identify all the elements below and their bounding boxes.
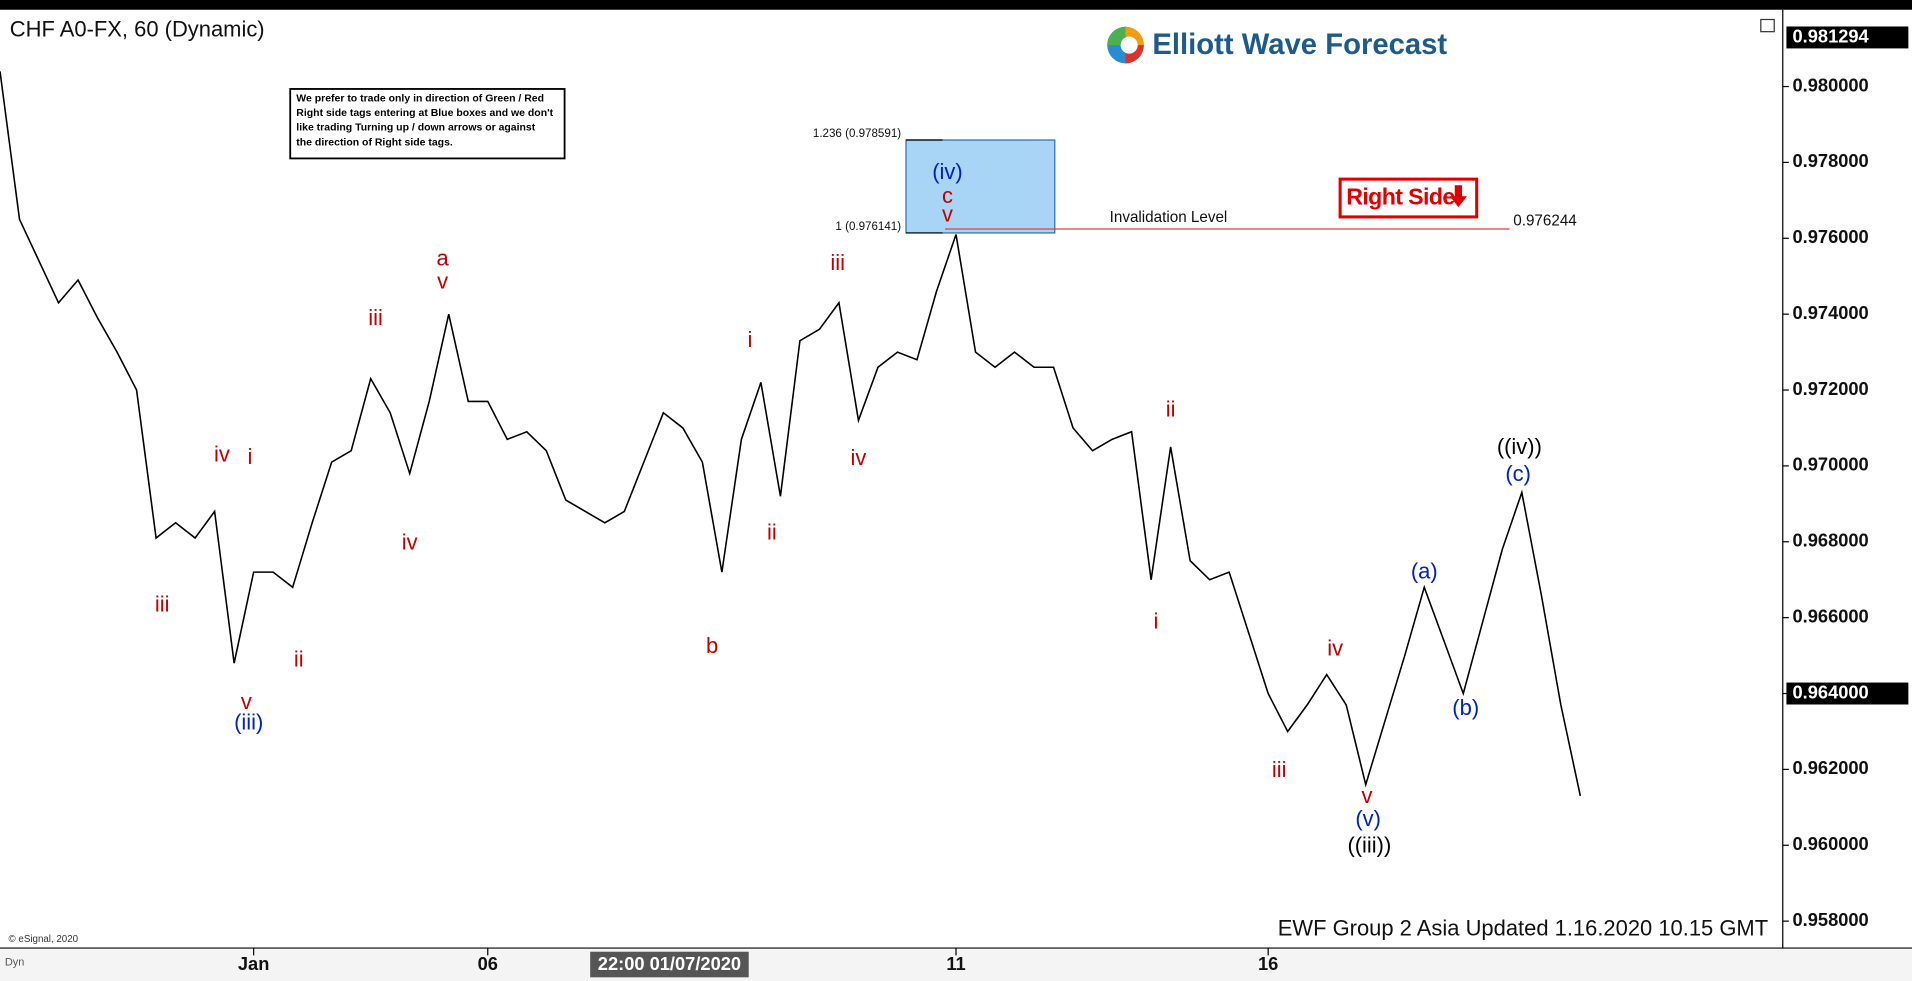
x-tick-label: 11: [946, 953, 965, 974]
logo-icon-part: [1107, 26, 1126, 46]
wave-label: v: [241, 689, 252, 714]
y-tick-label: 0.966000: [1793, 605, 1869, 626]
y-tick-label: 0.974000: [1793, 302, 1869, 323]
wave-label: iv: [402, 529, 418, 554]
wave-label: ((iii)): [1347, 833, 1391, 858]
y-tick-label: 0.970000: [1793, 454, 1869, 475]
wave-label: ii: [1166, 396, 1176, 421]
x-tick-label: 16: [1258, 953, 1278, 974]
x-tick-label: 06: [478, 953, 498, 974]
fib-label: 1 (0.976141): [835, 221, 901, 233]
wave-label: i: [248, 444, 253, 469]
note-line: like trading Turning up / down arrows or…: [296, 123, 535, 134]
logo-icon-core: [1120, 36, 1138, 54]
y-tick-label: 0.972000: [1793, 378, 1869, 399]
chart-title: CHF A0-FX, 60 (Dynamic): [10, 16, 265, 41]
wave-label: iii: [830, 250, 845, 275]
wave-label: (a): [1411, 559, 1438, 584]
y-tick-label: 0.958000: [1793, 909, 1869, 930]
wave-label: iii: [155, 591, 170, 616]
note-line: We prefer to trade only in direction of …: [296, 93, 544, 104]
fib-label: 1.236 (0.978591): [813, 128, 901, 140]
y-tick-label: 0.968000: [1793, 530, 1869, 551]
logo: Elliott Wave Forecast: [1107, 26, 1447, 64]
note-line: the direction of Right side tags.: [296, 137, 453, 148]
footer: EWF Group 2 Asia Updated 1.16.2020 10.15…: [1278, 916, 1768, 941]
logo-text: Elliott Wave Forecast: [1152, 29, 1447, 61]
wave-label: (b): [1452, 695, 1479, 720]
wave-label: iv: [214, 442, 230, 467]
price-marker-label: 0.964000: [1793, 681, 1869, 702]
wave-label: ii: [767, 520, 777, 545]
wave-label: (iv): [932, 159, 962, 184]
wave-label: (c): [1505, 461, 1531, 486]
wave-label: c: [942, 183, 953, 208]
wave-label: iii: [368, 305, 383, 330]
price-marker: [1786, 682, 1909, 705]
copyright: © eSignal, 2020: [9, 934, 79, 945]
wave-label: (v): [1355, 806, 1381, 831]
y-tick-label: 0.980000: [1793, 74, 1869, 95]
wave-label: iv: [851, 445, 867, 470]
note: We prefer to trade only in direction of …: [296, 93, 553, 148]
wave-label: a: [437, 245, 450, 270]
wave-label: ((iv)): [1497, 434, 1542, 459]
price-marker-label: 0.981294: [1793, 25, 1870, 46]
cursor-label: 22:00 01/07/2020: [598, 953, 741, 974]
invalidation-label: Invalidation Level: [1110, 209, 1228, 226]
x-tick-label: Jan: [238, 953, 269, 974]
window-icon: [1760, 18, 1775, 33]
wave-label: v: [1361, 783, 1372, 808]
price-marker: [1786, 26, 1909, 49]
wave-label: iv: [1327, 635, 1343, 660]
wave-label: i: [1154, 609, 1159, 634]
corner-label: Dyn: [5, 957, 25, 969]
note-line: Right side tags entering at Blue boxes a…: [296, 108, 553, 119]
wave-label: iii: [1272, 757, 1287, 782]
invalidation-value: 0.976244: [1513, 213, 1577, 230]
wave-label: v: [942, 201, 953, 226]
note-box: [289, 88, 566, 160]
price-line: [0, 71, 1308, 733]
cursor-label-box: [590, 951, 749, 978]
wave-label: i: [747, 327, 752, 352]
y-tick-label: 0.978000: [1793, 150, 1869, 171]
blue-box: [905, 139, 1056, 234]
price-line: [1306, 489, 1582, 797]
wave-label: v: [437, 269, 448, 294]
y-tick-label: 0.960000: [1793, 833, 1869, 854]
wave-label: ii: [294, 646, 304, 671]
y-tick-label: 0.962000: [1793, 757, 1869, 778]
top-border: [0, 0, 1912, 10]
wave-label: (iii): [234, 710, 263, 735]
wave-label: b: [706, 633, 718, 658]
right-side-arrow: [1449, 185, 1467, 208]
y-tick-label: 0.976000: [1793, 226, 1869, 247]
right-side-text: Right Side: [1346, 184, 1455, 210]
